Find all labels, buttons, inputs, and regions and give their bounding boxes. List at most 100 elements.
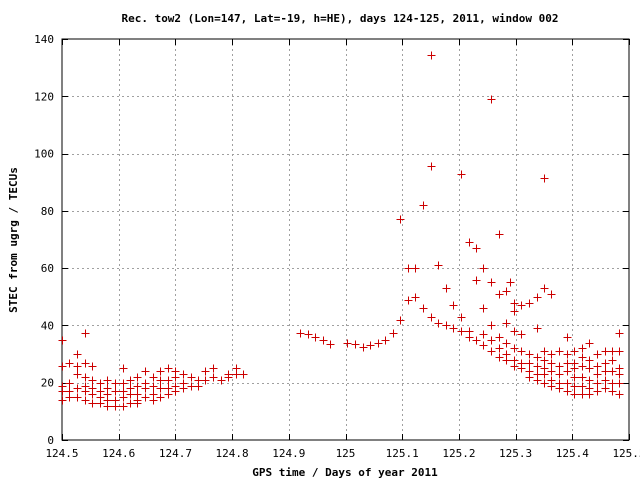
data-point — [540, 379, 549, 388]
data-point — [442, 284, 451, 293]
data-point — [615, 329, 624, 338]
data-point — [209, 364, 218, 373]
data-point — [73, 370, 82, 379]
data-point — [585, 390, 594, 399]
data-point — [88, 376, 97, 385]
data-point — [585, 339, 594, 348]
data-point — [517, 301, 526, 310]
data-point — [510, 299, 519, 308]
data-point — [525, 299, 534, 308]
y-tick-label: 60 — [41, 262, 54, 275]
data-point — [119, 402, 128, 411]
data-point — [111, 387, 120, 396]
y-tick-label: 140 — [34, 33, 54, 46]
data-point — [472, 276, 481, 285]
data-point — [547, 350, 556, 359]
x-axis-label: GPS time / Days of year 2011 — [252, 466, 438, 479]
data-point — [179, 384, 188, 393]
data-point — [502, 339, 511, 348]
data-point — [593, 350, 602, 359]
data-point — [555, 384, 564, 393]
data-point — [547, 382, 556, 391]
data-point — [495, 290, 504, 299]
data-point — [427, 162, 436, 171]
data-point — [593, 387, 602, 396]
data-point — [479, 264, 488, 273]
data-point — [411, 264, 420, 273]
data-point — [585, 364, 594, 373]
data-point — [126, 390, 135, 399]
data-point — [232, 370, 241, 379]
data-point — [58, 396, 67, 405]
data-point — [304, 330, 313, 339]
data-point — [608, 379, 617, 388]
data-point — [366, 341, 375, 350]
y-tick-label: 80 — [41, 205, 54, 218]
data-point — [81, 329, 90, 338]
data-point — [149, 382, 158, 391]
y-tick-label: 120 — [34, 90, 54, 103]
x-tick-label: 125.3 — [499, 447, 532, 460]
data-point — [434, 319, 443, 328]
y-tick-label: 20 — [41, 377, 54, 390]
data-points — [58, 51, 624, 411]
data-point — [608, 347, 617, 356]
data-point — [555, 370, 564, 379]
data-point — [73, 362, 82, 371]
data-point — [570, 373, 579, 382]
data-point — [487, 278, 496, 287]
x-tick-label: 125 — [336, 447, 356, 460]
data-point — [88, 362, 97, 371]
data-point — [540, 347, 549, 356]
data-point — [457, 313, 466, 322]
data-point — [133, 373, 142, 382]
data-point — [563, 350, 572, 359]
data-point — [149, 396, 158, 405]
data-point — [187, 382, 196, 391]
data-point — [479, 341, 488, 350]
data-point — [119, 364, 128, 373]
data-point — [164, 390, 173, 399]
x-tick-label: 124.7 — [159, 447, 192, 460]
data-point — [164, 376, 173, 385]
data-point — [502, 356, 511, 365]
data-point — [465, 238, 474, 247]
data-point — [540, 284, 549, 293]
data-point — [96, 399, 105, 408]
data-point — [533, 362, 542, 371]
data-point — [141, 393, 150, 402]
data-point — [88, 399, 97, 408]
data-point — [578, 382, 587, 391]
data-point — [533, 324, 542, 333]
data-point — [119, 393, 128, 402]
data-point — [593, 362, 602, 371]
data-point — [563, 387, 572, 396]
data-point — [141, 367, 150, 376]
data-point — [427, 51, 436, 60]
data-point — [156, 393, 165, 402]
data-point — [601, 367, 610, 376]
data-point — [111, 402, 120, 411]
data-point — [296, 329, 305, 338]
data-point — [419, 304, 428, 313]
data-point — [525, 350, 534, 359]
data-point — [156, 367, 165, 376]
data-point — [510, 307, 519, 316]
data-point — [533, 293, 542, 302]
y-tick-label: 100 — [34, 148, 54, 161]
data-point — [141, 384, 150, 393]
data-point — [495, 344, 504, 353]
data-point — [201, 376, 210, 385]
data-point — [615, 390, 624, 399]
data-point — [103, 402, 112, 411]
data-point — [525, 359, 534, 368]
data-point — [487, 95, 496, 104]
data-point — [563, 333, 572, 342]
data-point — [601, 384, 610, 393]
data-point — [65, 379, 74, 388]
data-point — [601, 359, 610, 368]
data-point — [547, 367, 556, 376]
data-point — [374, 339, 383, 348]
